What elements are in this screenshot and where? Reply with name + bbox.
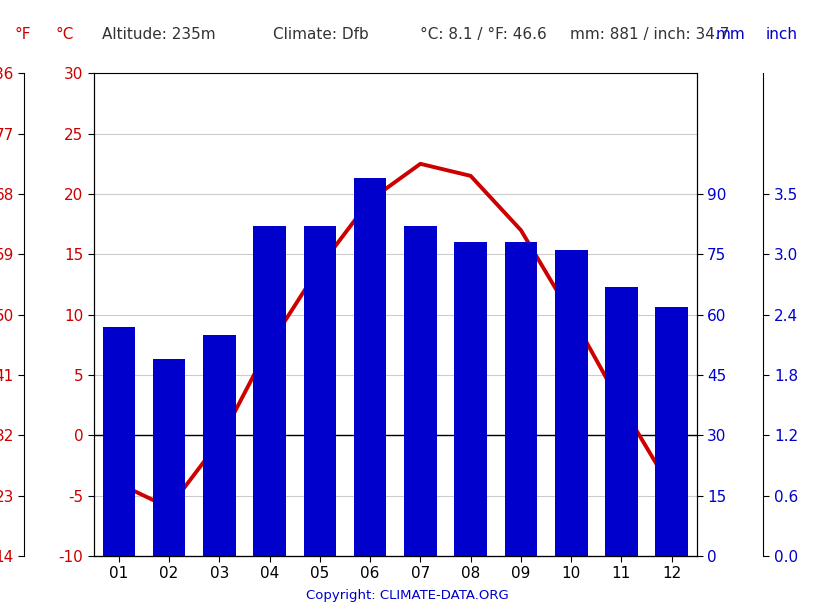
Text: °C: 8.1 / °F: 46.6: °C: 8.1 / °F: 46.6 (420, 27, 547, 43)
Bar (152, 359, 186, 556)
Text: mm: mm (716, 27, 746, 43)
Text: Altitude: 235m: Altitude: 235m (102, 27, 215, 43)
Text: Climate: Dfb: Climate: Dfb (273, 27, 368, 43)
Bar (103, 327, 135, 556)
Bar (253, 226, 286, 556)
Text: °F: °F (15, 27, 31, 43)
Bar (504, 242, 537, 556)
Text: inch: inch (766, 27, 798, 43)
Bar (203, 335, 236, 556)
Text: Copyright: CLIMATE-DATA.ORG: Copyright: CLIMATE-DATA.ORG (306, 589, 509, 602)
Bar (555, 251, 588, 556)
Bar (605, 287, 638, 556)
Text: mm: 881 / inch: 34.7: mm: 881 / inch: 34.7 (570, 27, 730, 43)
Bar (454, 242, 487, 556)
Text: °C: °C (55, 27, 74, 43)
Bar (303, 226, 337, 556)
Bar (354, 178, 386, 556)
Bar (655, 307, 688, 556)
Bar (404, 226, 437, 556)
